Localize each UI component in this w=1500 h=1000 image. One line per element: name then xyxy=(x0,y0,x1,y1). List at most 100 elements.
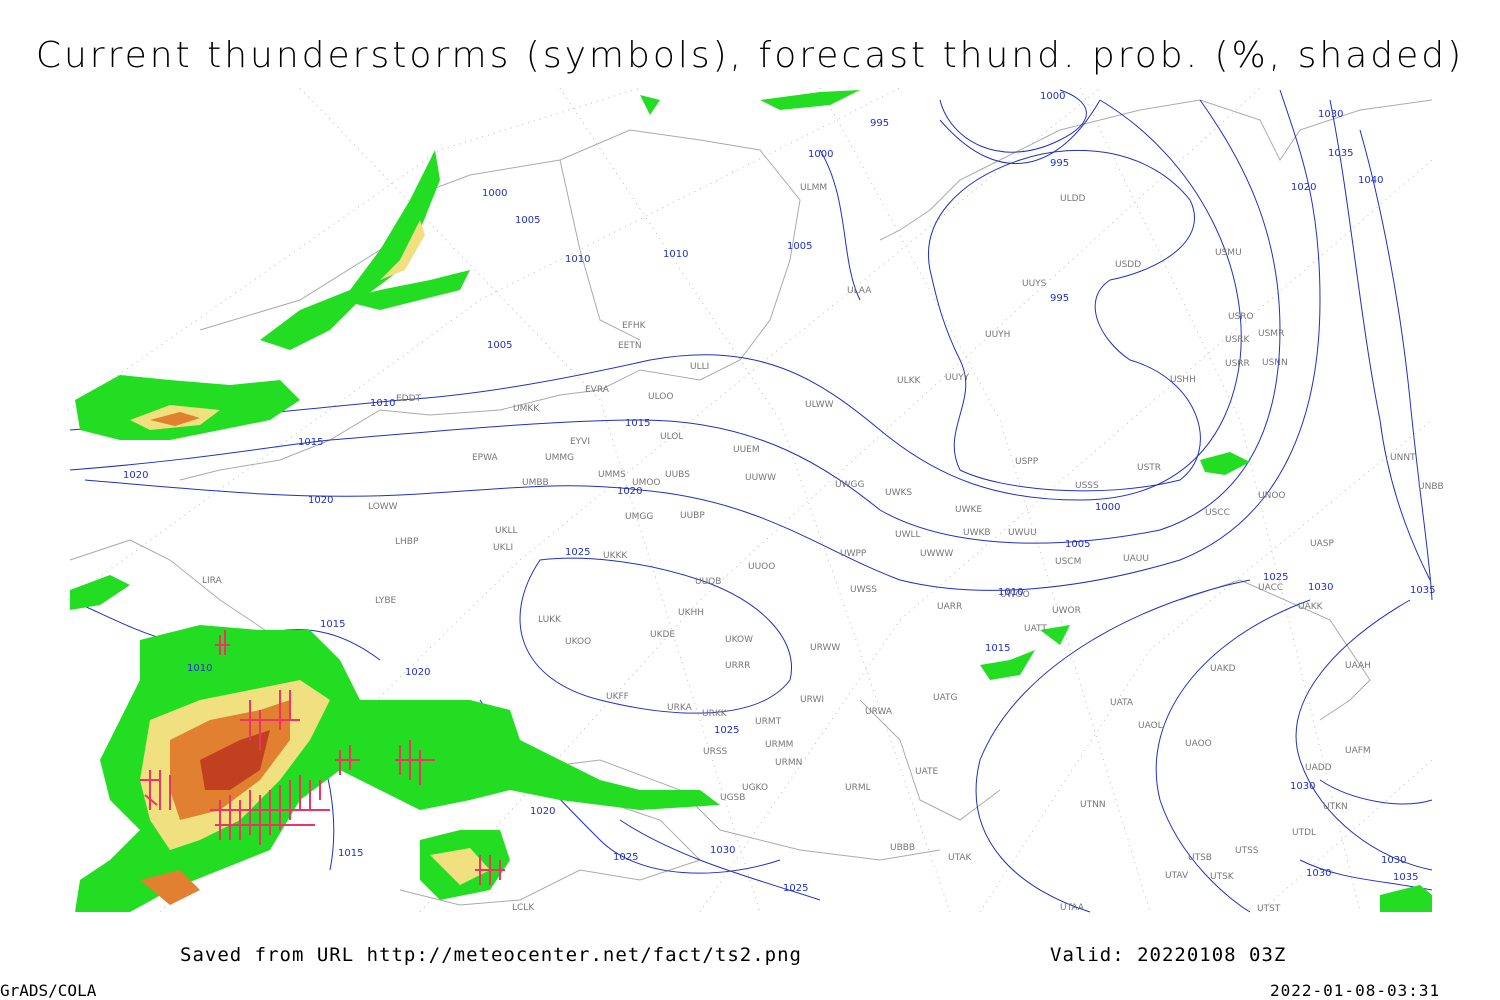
station-label: UWSS xyxy=(850,585,877,595)
isobar-label: 1025 xyxy=(714,725,739,736)
isobar-label: 1040 xyxy=(1358,175,1383,186)
station-label: EVRA xyxy=(585,385,610,395)
isobar-label: 1030 xyxy=(1306,868,1331,879)
station-label: UKFF xyxy=(606,692,629,702)
station-label: UAKK xyxy=(1298,602,1324,612)
isobar-label: 1035 xyxy=(1410,585,1435,596)
station-label: UNOO xyxy=(1258,491,1286,501)
station-label: USRK xyxy=(1225,335,1251,345)
station-label: UUOO xyxy=(748,562,775,572)
station-label: UKKK xyxy=(603,551,628,561)
station-label: EETN xyxy=(618,341,642,351)
isobar-label: 1020 xyxy=(617,486,642,497)
isobar-label: 1015 xyxy=(625,418,650,429)
station-label: LOWW xyxy=(368,502,398,512)
station-label: LCLK xyxy=(512,903,535,913)
isobar-label: 1025 xyxy=(1263,572,1288,583)
station-label: UMBB xyxy=(522,478,549,488)
station-label: UAAH xyxy=(1345,661,1371,671)
station-label: USCM xyxy=(1055,557,1081,567)
station-label: UWLL xyxy=(895,530,921,540)
station-label: EFHK xyxy=(622,321,647,331)
station-label: UATT xyxy=(1024,624,1047,634)
isobar-label: 1010 xyxy=(187,663,212,674)
station-label: ULLI xyxy=(690,362,709,372)
station-label: UUEM xyxy=(733,445,760,455)
station-label: URWA xyxy=(865,707,893,717)
station-label: UBBB xyxy=(890,843,915,853)
isobar-label: 1025 xyxy=(565,547,590,558)
station-label: UTSB xyxy=(1188,853,1212,863)
isobar-label: 1020 xyxy=(123,470,148,481)
isobar-label: 1025 xyxy=(783,883,808,894)
station-label: UADD xyxy=(1305,763,1332,773)
isobar-label: 1010 xyxy=(663,249,688,260)
station-label: USDD xyxy=(1115,260,1141,270)
isobar-label: 1015 xyxy=(985,643,1010,654)
isobar-label: 1000 xyxy=(1095,502,1120,513)
isobar-label: 1010 xyxy=(998,587,1023,598)
station-label: ULMM xyxy=(800,183,827,193)
station-label: UAOL xyxy=(1138,721,1163,731)
station-label: UTAV xyxy=(1165,871,1189,881)
isobar-label: 1030 xyxy=(1318,109,1343,120)
isobar-label: 1000 xyxy=(1040,91,1065,102)
isobar-label: 1015 xyxy=(320,619,345,630)
station-label: ULWW xyxy=(805,400,834,410)
isobar-label: 995 xyxy=(870,118,889,129)
station-label: EYVI xyxy=(570,437,590,447)
station-label: UWWW xyxy=(920,549,953,559)
station-label: ULOL xyxy=(660,432,683,442)
station-label: UTST xyxy=(1257,904,1281,914)
station-label: UAUU xyxy=(1123,554,1149,564)
station-label: URSS xyxy=(703,747,728,757)
station-label: URKK xyxy=(702,709,728,719)
station-label: UNNT xyxy=(1390,453,1416,463)
station-label: UGKO xyxy=(742,783,768,793)
station-label: EDDT xyxy=(396,394,422,404)
station-label: UGSB xyxy=(720,793,745,803)
station-label: UATG xyxy=(933,693,958,703)
station-label: UWGG xyxy=(835,480,864,490)
station-label: URML xyxy=(845,783,871,793)
station-label: UTNN xyxy=(1080,800,1106,810)
isobar-label: 1000 xyxy=(808,149,833,160)
map-title: Current thunderstorms (symbols), forecas… xyxy=(36,35,1464,76)
station-label: UKLL xyxy=(495,526,518,536)
station-label: USCC xyxy=(1205,508,1230,518)
station-label: UKHH xyxy=(678,608,704,618)
station-label: UUYY xyxy=(945,373,970,383)
station-label: UUBP xyxy=(680,511,705,521)
station-label: ULKK xyxy=(897,376,922,386)
station-label: UWOR xyxy=(1052,606,1081,616)
isobar-label: 1020 xyxy=(1291,182,1316,193)
station-label: UARR xyxy=(937,602,962,612)
isobar-label: 1005 xyxy=(515,215,540,226)
station-label: UWPP xyxy=(840,549,867,559)
isobar-label: 1020 xyxy=(530,806,555,817)
isobar-label: 995 xyxy=(1050,293,1069,304)
station-label: URMM xyxy=(765,740,793,750)
station-label: LHBP xyxy=(395,537,419,547)
station-label: UWKE xyxy=(955,505,982,515)
isobar-label: 1015 xyxy=(338,848,363,859)
isobars xyxy=(69,89,1433,913)
station-label: UMMG xyxy=(545,453,574,463)
station-label: UWKB xyxy=(963,528,991,538)
station-label: UASP xyxy=(1310,539,1334,549)
timestamp: 2022-01-08-03:31 xyxy=(1270,981,1440,1000)
isobar-label: 1015 xyxy=(298,437,323,448)
station-label: UNBB xyxy=(1418,482,1444,492)
isobar-label: 1005 xyxy=(1065,539,1090,550)
isobar-label: 1005 xyxy=(787,241,812,252)
station-label: UMMS xyxy=(598,470,626,480)
station-label: UTAA xyxy=(1060,903,1085,913)
isobar-label: 1030 xyxy=(710,845,735,856)
station-label: USPP xyxy=(1015,457,1039,467)
station-label: UWUU xyxy=(1008,528,1037,538)
station-label: UTAK xyxy=(948,853,973,863)
station-label: UKLI xyxy=(493,543,513,553)
isobar-label: 1030 xyxy=(1381,855,1406,866)
station-label: UATA xyxy=(1110,698,1134,708)
